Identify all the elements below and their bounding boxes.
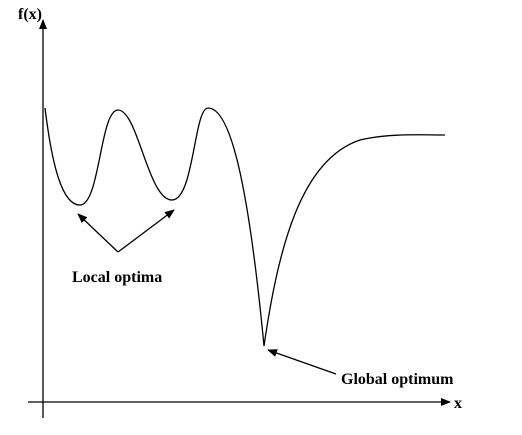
global-optimum-label: Global optimum (341, 371, 454, 388)
local-optima-label: Local optima (72, 269, 162, 286)
global-optimum-arrow (267, 349, 337, 375)
x-axis-label: x (454, 395, 462, 412)
local-optima-arrow-left (77, 213, 119, 253)
y-axis-label: f(x) (18, 6, 42, 23)
function-curve (44, 107, 446, 347)
local-optima-arrow-right (117, 209, 175, 253)
